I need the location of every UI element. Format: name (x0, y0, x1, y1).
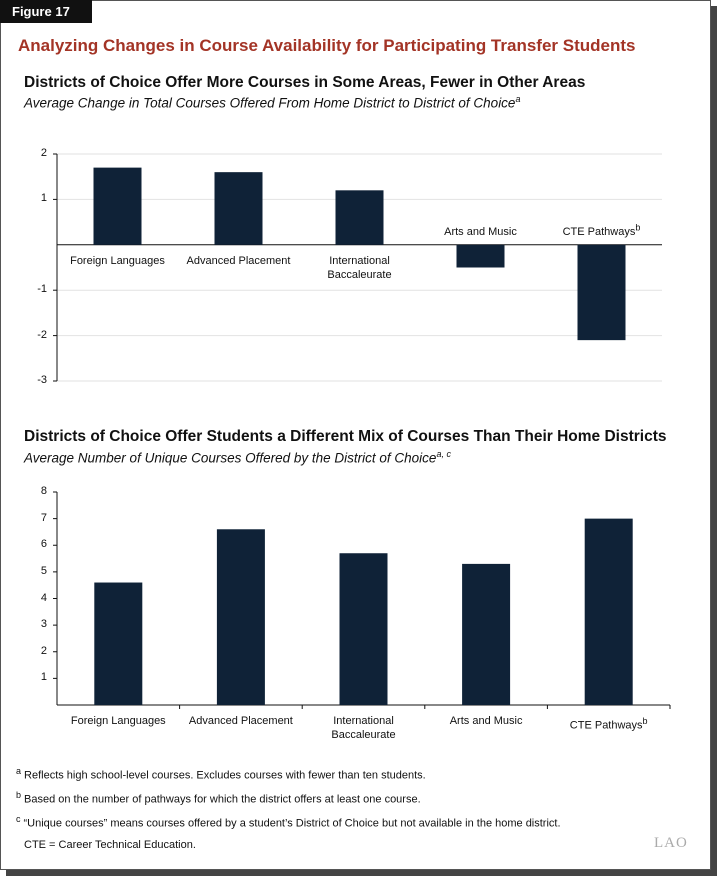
category-text: Advanced Placement (188, 715, 293, 727)
x-tick-label: CTE Pathwaysb (547, 220, 657, 239)
note: CTE = Career Technical Education. (24, 839, 196, 851)
category-text: Foreign Languages (70, 254, 165, 267)
footnote: c “Unique courses” means courses offered … (16, 814, 561, 830)
y-tick-label: 1 (40, 671, 47, 684)
bar (335, 190, 384, 245)
y-tick-label: -2 (37, 328, 47, 341)
logo: LAO (654, 835, 688, 851)
y-tick-label: 7 (40, 511, 47, 524)
y-tick-label: -3 (37, 374, 47, 386)
y-tick-label: 2 (40, 644, 47, 657)
chart-title: Districts of Choice Offer More Courses i… (24, 74, 586, 91)
x-tick-label: Arts and Music (426, 225, 536, 239)
y-tick-label: -1 (37, 283, 47, 296)
bar (462, 563, 511, 705)
footnote-text: Reflects high school-level courses. Excl… (24, 769, 426, 782)
category-note: b (635, 222, 641, 233)
x-tick-label: Arts and Music (431, 714, 541, 728)
bar (216, 529, 265, 705)
y-tick-label: 8 (40, 485, 47, 497)
footnote-text: Based on the number of pathways for whic… (24, 793, 421, 806)
footnote-marker: a (16, 766, 22, 776)
figure-label: Figure 17 (0, 0, 92, 23)
x-tick-label: Advanced Placement (186, 714, 296, 728)
x-tick-label: International Baccaleurate (309, 714, 419, 742)
category-text: Arts and Music (444, 225, 517, 238)
x-tick-label: CTE Pathwaysb (554, 714, 664, 733)
figure-panel (0, 0, 711, 870)
y-tick-label: 1 (40, 192, 47, 205)
x-tick-label: Advanced Placement (184, 254, 294, 268)
bar (456, 244, 505, 268)
category-text: CTE Pathways (569, 719, 643, 732)
x-tick-label: Foreign Languages (63, 714, 173, 728)
chart-subtitle: Average Number of Unique Courses Offered… (24, 449, 451, 466)
category-text: Advanced Placement (186, 254, 291, 267)
subtitle-text: Average Change in Total Courses Offered … (24, 95, 516, 111)
bar (93, 167, 142, 245)
subtitle-note: a, c (436, 449, 451, 459)
category-text: International Baccaleurate (327, 254, 392, 281)
footnote-text: “Unique courses” means courses offered b… (23, 817, 561, 830)
y-tick-label: 4 (40, 591, 47, 604)
bar (584, 518, 633, 705)
bar (339, 553, 388, 705)
bar (214, 172, 263, 245)
y-tick-label: 6 (40, 538, 47, 551)
y-tick-label: 3 (40, 618, 47, 631)
category-text: CTE Pathways (562, 225, 636, 238)
chart-subtitle: Average Change in Total Courses Offered … (24, 94, 520, 111)
category-text: Foreign Languages (70, 715, 166, 727)
footnote: a Reflects high school-level courses. Exc… (16, 766, 426, 782)
x-tick-label: Foreign Languages (63, 254, 173, 268)
y-tick-label: 2 (40, 147, 47, 159)
y-tick-label: 5 (40, 564, 47, 577)
chart-title: Districts of Choice Offer Students a Dif… (24, 428, 667, 445)
footnote-marker: b (16, 790, 22, 800)
bar (94, 582, 143, 705)
category-note: b (642, 716, 648, 726)
category-text: Arts and Music (449, 715, 523, 727)
category-text: International Baccaleurate (331, 715, 396, 741)
subtitle-text: Average Number of Unique Courses Offered… (24, 450, 437, 466)
x-tick-label: International Baccaleurate (305, 254, 415, 282)
subtitle-note: a (515, 94, 521, 104)
figure-title: Analyzing Changes in Course Availability… (18, 36, 636, 55)
footnote-marker: c (16, 814, 21, 824)
bar (577, 244, 626, 341)
footnote: b Based on the number of pathways for whi… (16, 790, 421, 806)
